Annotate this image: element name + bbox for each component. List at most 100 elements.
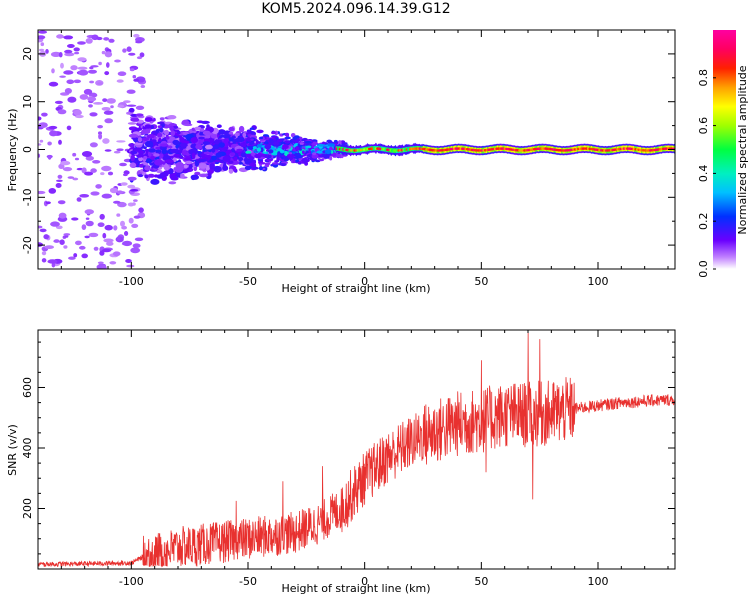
spectrogram-cell — [301, 150, 305, 154]
spectrogram-cell — [240, 142, 248, 148]
spectrogram-cell — [72, 152, 77, 157]
spectrogram-cell — [51, 68, 55, 74]
snr-x-ticks: -100 -50 0 50 100 — [37, 330, 669, 588]
spectrogram-cell — [116, 190, 124, 195]
spectrogram-cell — [251, 132, 256, 136]
spectrogram-cell — [58, 139, 62, 145]
spectrogram-cell — [53, 239, 60, 243]
spectrogram-cell — [230, 152, 236, 157]
spectrogram-cell — [101, 107, 111, 111]
spectrogram-cell — [101, 193, 113, 199]
spectrogram-cell — [102, 232, 107, 239]
spectrogram-cell — [252, 166, 259, 170]
spectrogram-cell — [38, 153, 41, 158]
spectrogram-cell — [57, 200, 66, 205]
spectrogram-cell — [141, 129, 151, 135]
spectrogram-cell — [127, 176, 137, 181]
spectrogram-cell — [74, 157, 80, 161]
chart-title: KOM5.2024.096.14.39.G12 — [261, 1, 451, 17]
spectrogram-cell — [161, 148, 167, 155]
spectrogram-cell — [194, 160, 199, 167]
spectrogram-cell — [124, 231, 129, 236]
spectrogram-cell — [67, 44, 75, 48]
spectrogram-cell — [138, 163, 144, 168]
spectrogram-cell — [75, 114, 84, 119]
spectrogram-cell — [129, 162, 137, 168]
spectrogram-cell — [116, 140, 126, 143]
spectrogram-cell — [134, 237, 144, 242]
spectrogram-cell — [294, 152, 301, 158]
spectrogram-cell — [64, 52, 75, 57]
spectrogram-cell — [63, 70, 74, 75]
spectrogram-cell — [125, 259, 132, 263]
spectrogram-cell — [128, 217, 134, 224]
spectrogram-cell — [170, 148, 179, 154]
spectrogram-cell — [262, 151, 267, 154]
spectrogram-cell — [74, 51, 80, 55]
spectrogram-cell — [97, 261, 104, 265]
spectrogram-cell — [276, 147, 283, 152]
spectrogram-cell — [228, 160, 234, 164]
spectrogram-cell — [190, 143, 197, 149]
spectrogram-cell — [59, 239, 65, 245]
colorbar-tick-label: 0.0 — [697, 260, 710, 278]
spectrogram-cell — [134, 142, 144, 145]
spectrogram-cell — [45, 201, 51, 205]
spectrogram-cell — [107, 171, 114, 176]
spectrogram-cell — [129, 68, 135, 72]
spectrogram-cell — [143, 146, 147, 150]
spectrogram-cell — [116, 79, 124, 83]
spectrogram-cell — [38, 190, 46, 195]
spectrogram-cell — [77, 66, 88, 70]
spectrogram-cell — [190, 137, 198, 144]
spectrogram-cell — [90, 191, 100, 196]
spectrogram-cell — [92, 160, 101, 164]
spectrogram-cell — [128, 52, 136, 56]
spectrogram-cell — [179, 155, 184, 160]
spectrogram-cell — [55, 183, 62, 188]
spectrogram-cell — [119, 162, 127, 167]
spectrogram-cell — [302, 157, 309, 163]
spectrogram-cell — [130, 117, 140, 122]
spectrogram-cell — [97, 82, 103, 85]
spectrogram-cell — [286, 154, 292, 158]
spectrogram-cell — [41, 258, 47, 263]
spectrogram-cell — [56, 179, 63, 182]
spectrogram-cell — [175, 161, 184, 169]
spectrogram-cell — [48, 81, 59, 87]
spectrogram-cell — [109, 261, 117, 265]
spectrogram-cell — [60, 160, 71, 166]
spectrogram-cell — [210, 134, 218, 139]
spectrogram-cell — [181, 150, 187, 156]
spectrogram-cell — [292, 158, 296, 164]
spectrogram-cell — [38, 116, 42, 121]
spectrogram-cell — [295, 146, 299, 151]
spectrogram-cell — [112, 251, 121, 257]
snr-plot-area — [38, 330, 675, 569]
spectrogram-x-ticks: -100 -50 0 50 100 — [37, 30, 669, 288]
spectrogram-cell — [73, 79, 82, 84]
spectrogram-cell — [247, 145, 255, 151]
spectrogram-cell — [77, 41, 86, 45]
spectrogram-cell — [273, 141, 280, 146]
spectrogram-cell — [44, 245, 54, 250]
spectrogram-cell — [233, 156, 238, 162]
spectrogram-cell — [218, 142, 225, 148]
spectrogram-cell — [38, 30, 48, 34]
x-tick-label: 0 — [361, 275, 368, 288]
spectrogram-cell — [103, 37, 110, 41]
spectrogram-cell — [122, 48, 127, 53]
spectrogram-cell — [126, 104, 137, 107]
spectrogram-cell — [197, 159, 207, 163]
spectrogram-cell — [79, 94, 89, 100]
spectrogram-cell — [238, 157, 244, 162]
y-tick-label: -20 — [21, 236, 34, 254]
colorbar-tick-label: 0.2 — [697, 212, 710, 230]
spectrogram-cell — [83, 88, 93, 95]
spectrogram-cell — [101, 50, 106, 55]
spectrogram-cell — [99, 250, 105, 256]
spectrogram-cell — [127, 184, 136, 189]
y-tick-label: 400 — [21, 437, 34, 458]
x-tick-label: 100 — [588, 275, 609, 288]
spectrogram-cell — [116, 213, 121, 217]
